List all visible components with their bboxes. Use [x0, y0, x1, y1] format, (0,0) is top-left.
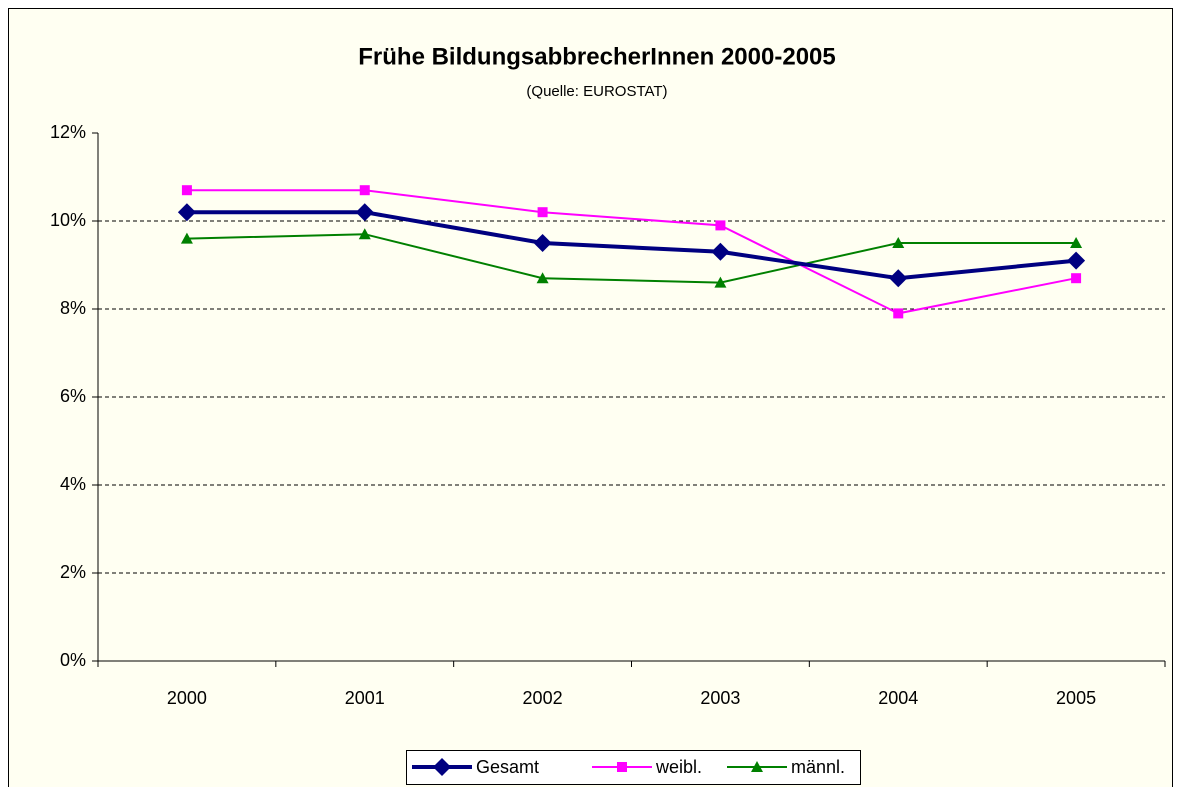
series: [181, 185, 1082, 319]
x-tick-label: 2004: [878, 688, 918, 708]
y-tick-label: 0%: [60, 650, 86, 670]
x-tick-label: 2000: [167, 688, 207, 708]
chart-frame: [8, 8, 1173, 787]
marker: [355, 203, 374, 222]
y-tick-label: 6%: [60, 386, 86, 406]
y-tick-label: 10%: [50, 210, 86, 230]
marker: [536, 272, 549, 284]
marker: [1070, 237, 1083, 248]
x-tick-label: 2002: [523, 688, 563, 708]
marker: [533, 234, 552, 252]
y-tick-label: 2%: [60, 562, 86, 582]
legend-marker: [433, 758, 451, 776]
legend-label: Gesamt: [476, 757, 539, 777]
chart-title: Frühe BildungsabbrecherInnen 2000-2005: [358, 43, 835, 70]
chart-subtitle: (Quelle: EUROSTAT): [526, 83, 667, 100]
x-tick-label: 2003: [700, 688, 740, 708]
marker: [715, 220, 726, 231]
series-line: [186, 189, 1077, 315]
y-tick-label: 8%: [60, 298, 86, 318]
marker: [177, 203, 196, 222]
marker: [359, 185, 370, 196]
marker: [537, 207, 548, 218]
marker: [1071, 273, 1082, 284]
series-line: [186, 210, 1077, 281]
series: [177, 203, 1086, 288]
marker: [358, 228, 371, 240]
marker: [892, 237, 905, 248]
marker: [180, 232, 193, 244]
legend-label: männl.: [791, 757, 845, 777]
x-tick-label: 2005: [1056, 688, 1096, 708]
y-tick-label: 12%: [50, 122, 86, 142]
legend-marker: [617, 762, 627, 772]
marker: [889, 269, 908, 288]
series: [180, 228, 1083, 288]
y-tick-label: 4%: [60, 474, 86, 494]
legend-marker: [751, 761, 763, 772]
series-line: [186, 233, 1077, 284]
legend-label: weibl.: [655, 757, 702, 777]
marker: [714, 276, 727, 288]
marker: [711, 242, 730, 261]
x-tick-label: 2001: [345, 688, 385, 708]
marker: [181, 185, 192, 196]
marker: [1067, 251, 1086, 270]
marker: [893, 308, 904, 319]
